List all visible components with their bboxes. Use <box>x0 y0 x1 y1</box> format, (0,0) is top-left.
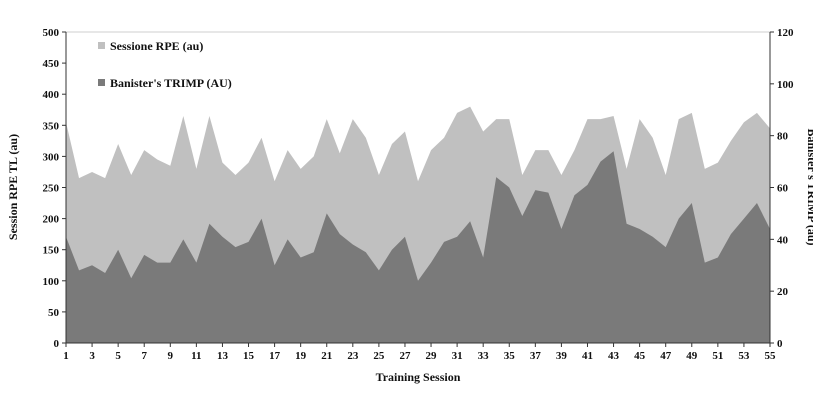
x-tick-label: 13 <box>217 350 229 362</box>
x-tick-label: 41 <box>582 350 593 362</box>
y-left-tick-label: 500 <box>43 27 60 39</box>
x-tick-label: 51 <box>712 350 723 362</box>
x-tick-label: 49 <box>686 350 698 362</box>
x-tick-label: 43 <box>608 350 620 362</box>
x-tick-label: 55 <box>765 350 777 362</box>
y-right-tick-label: 100 <box>777 79 794 91</box>
legend-swatch-trimp <box>98 79 105 86</box>
x-tick-label: 19 <box>295 350 307 362</box>
x-tick-label: 1 <box>63 350 69 362</box>
x-tick-label: 53 <box>738 350 750 362</box>
y-right-tick-label: 40 <box>777 234 789 246</box>
x-tick-label: 15 <box>243 350 255 362</box>
y-axis-right-title: Banister's TRIMP (au) <box>805 128 813 245</box>
y-right-tick-label: 60 <box>777 183 789 195</box>
x-tick-label: 9 <box>168 350 174 362</box>
y-left-tick-label: 200 <box>43 214 60 226</box>
x-tick-label: 11 <box>191 350 201 362</box>
y-left-tick-label: 450 <box>43 58 60 70</box>
y-left-tick-label: 50 <box>48 307 60 319</box>
x-axis-ticks: 1 3 5 7 9 11 13 15 17 19 21 23 25 27 29 31 33 35 37 39 41 43 4… <box>63 343 776 362</box>
x-tick-label: 47 <box>660 350 672 362</box>
y-right-tick-label: 120 <box>777 27 794 39</box>
legend: Sessione RPE (au) Banister's TRIMP (AU) <box>98 39 232 90</box>
y-left-tick-label: 250 <box>43 183 60 195</box>
y-right-tick-label: 0 <box>777 338 783 350</box>
x-tick-label: 27 <box>399 350 411 362</box>
x-tick-label: 5 <box>115 350 121 362</box>
y-left-tick-label: 300 <box>43 151 60 163</box>
legend-swatch-rpe <box>98 42 105 49</box>
areas <box>66 107 770 343</box>
x-tick-label: 17 <box>269 350 281 362</box>
y-axis-left-title: Session RPE TL (au) <box>6 134 20 240</box>
legend-label-trimp: Banister's TRIMP (AU) <box>110 76 232 90</box>
x-tick-label: 25 <box>373 350 385 362</box>
x-tick-label: 29 <box>426 350 438 362</box>
y-axis-right-ticks: 0 20 40 60 80 100 120 <box>770 27 794 350</box>
y-right-tick-label: 80 <box>777 131 789 143</box>
x-tick-label: 45 <box>634 350 646 362</box>
y-left-tick-label: 0 <box>54 338 60 350</box>
x-tick-label: 37 <box>530 350 542 362</box>
y-axis-left-ticks: 0 50 100 150 200 250 300 350 400 450 500 <box>43 27 67 350</box>
y-left-tick-label: 400 <box>43 89 60 101</box>
y-right-tick-label: 20 <box>777 286 789 298</box>
x-tick-label: 7 <box>141 350 147 362</box>
x-tick-label: 35 <box>504 350 516 362</box>
x-tick-label: 23 <box>347 350 359 362</box>
legend-label-rpe: Sessione RPE (au) <box>110 39 203 53</box>
y-left-tick-label: 100 <box>43 276 60 288</box>
x-tick-label: 33 <box>478 350 490 362</box>
y-left-tick-label: 150 <box>43 245 60 257</box>
x-axis-title: Training Session <box>376 370 461 384</box>
x-tick-label: 39 <box>556 350 568 362</box>
x-tick-label: 31 <box>452 350 463 362</box>
y-left-tick-label: 350 <box>43 120 60 132</box>
x-tick-label: 21 <box>321 350 332 362</box>
x-tick-label: 3 <box>89 350 95 362</box>
